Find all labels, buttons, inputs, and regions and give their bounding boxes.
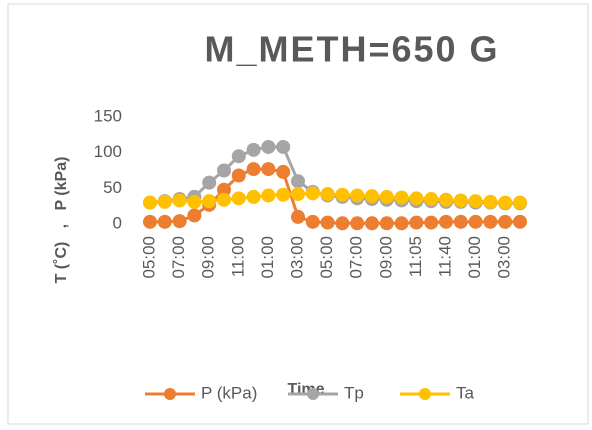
data-point [276,139,291,154]
y-axis-title: T (˚C) , P (kPa) [53,157,70,284]
data-point [231,168,246,183]
data-point [394,216,409,231]
data-point [320,187,335,202]
data-point [513,195,527,210]
data-point [143,195,157,210]
data-point [261,188,276,203]
data-point [305,186,320,201]
x-tick-label: 05:00 [139,236,158,279]
data-point [157,194,172,209]
data-point [365,216,379,231]
data-point [291,187,305,202]
data-point [335,187,350,202]
data-point [335,216,350,231]
data-point [217,163,231,178]
x-tick-label: 07:00 [347,236,366,279]
x-tick-label: 01:00 [465,236,484,279]
data-point [291,174,305,189]
chart-title: M_METH=650 G [204,29,499,70]
data-point [246,142,261,157]
legend-label: Tp [344,383,364,402]
legend-marker [164,388,176,400]
data-point [379,189,394,204]
x-tick-label: 11:05 [406,236,425,277]
x-tick-label: 11:40 [435,236,454,277]
data-point [350,188,365,203]
y-tick-label: 150 [94,106,122,125]
data-point [231,191,246,206]
data-point [246,162,261,177]
data-point [276,187,291,202]
data-point [409,215,424,230]
x-axis-title: Time [287,381,324,398]
data-point [276,164,291,179]
data-point [365,189,379,204]
data-point [483,214,498,229]
x-tick-label: 09:00 [376,236,395,279]
data-point [261,139,276,154]
data-point [261,162,276,177]
data-point [231,149,246,164]
legend-marker [307,388,319,400]
data-point [143,214,157,229]
data-point [202,175,217,190]
data-point [217,182,231,197]
x-tick-label: 07:00 [169,236,188,279]
data-point [202,194,217,209]
y-tick-label: 0 [113,213,122,232]
data-point [187,194,202,209]
data-point [379,216,394,231]
data-point [439,214,453,229]
legend-marker [419,388,431,400]
x-tick-label: 01:00 [258,236,277,279]
legend-label: Ta [456,383,475,402]
x-tick-label: 11:00 [228,236,247,277]
data-point [305,214,320,229]
data-point [424,192,439,207]
data-point [498,214,513,229]
data-point [246,189,261,204]
data-point [468,214,483,229]
data-point [424,215,439,230]
data-point [350,216,365,231]
data-point [453,193,468,208]
data-point [513,214,527,229]
x-tick-label: 05:00 [317,236,336,279]
data-point [291,209,305,224]
data-point [172,214,187,229]
y-tick-label: 100 [94,142,122,161]
data-point [468,194,483,209]
data-point [409,191,424,206]
x-tick-label: 03:00 [495,236,514,279]
data-point [157,214,172,229]
data-point [217,192,231,207]
data-point [394,190,409,205]
data-point [498,195,513,210]
data-point [172,193,187,208]
x-tick-label: 03:00 [287,236,306,279]
data-point [483,194,498,209]
data-point [320,215,335,230]
data-point [439,192,453,207]
data-point [453,214,468,229]
data-point [187,208,202,223]
x-tick-label: 09:00 [199,236,218,279]
legend-label: P (kPa) [201,383,257,402]
y-tick-label: 50 [103,178,122,197]
